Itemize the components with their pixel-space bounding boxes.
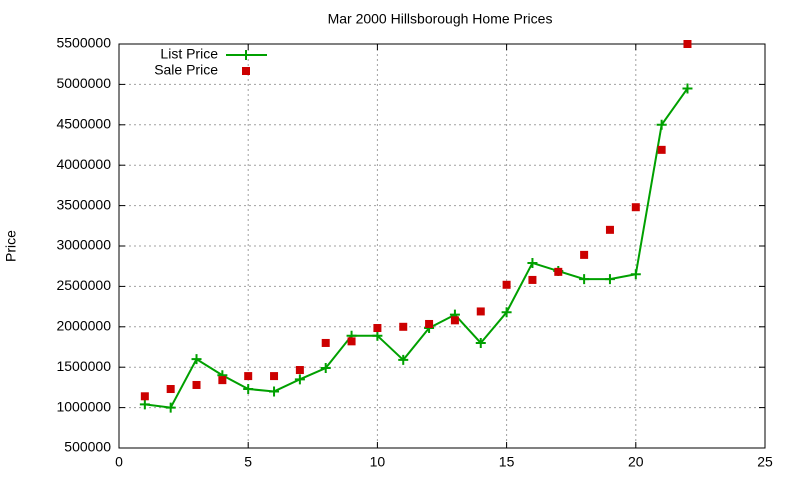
data-point <box>398 354 409 365</box>
chart-title: Mar 2000 Hillsborough Home Prices <box>328 11 553 27</box>
plot-border <box>118 43 766 449</box>
data-point <box>269 386 280 397</box>
legend-marker <box>242 67 250 75</box>
data-point <box>683 40 692 48</box>
y-tick-label: 5500000 <box>56 35 111 51</box>
x-tick-label: 25 <box>757 454 773 470</box>
data-point <box>605 225 614 234</box>
data-point <box>656 119 667 130</box>
data-point <box>243 384 254 395</box>
data-point <box>501 307 512 318</box>
data-point <box>579 274 590 285</box>
data-point <box>425 319 434 328</box>
data-point <box>347 337 356 346</box>
data-point <box>527 257 538 268</box>
legend-label: Sale Price <box>154 62 218 78</box>
y-tick-label: 3500000 <box>56 196 111 212</box>
data-point <box>657 145 666 154</box>
x-tick-label: 5 <box>244 454 252 470</box>
x-tick-label: 15 <box>499 454 515 470</box>
y-axis-label: Price <box>3 230 19 262</box>
y-tick-label: 2500000 <box>56 277 111 293</box>
data-point <box>502 280 511 289</box>
data-point <box>554 267 563 276</box>
x-tick-label: 10 <box>370 454 386 470</box>
y-tick-label: 1500000 <box>56 358 111 374</box>
data-point <box>320 363 331 374</box>
data-point <box>166 385 175 394</box>
data-point <box>476 307 485 316</box>
x-tick-label: 0 <box>115 454 123 470</box>
data-point <box>682 83 693 94</box>
data-point <box>192 380 201 389</box>
data-point <box>630 269 641 280</box>
data-point <box>165 402 176 413</box>
data-point <box>270 372 279 381</box>
y-tick-label: 4000000 <box>56 156 111 172</box>
data-point <box>218 376 227 385</box>
y-tick-label: 3000000 <box>56 237 111 253</box>
data-point <box>528 275 537 284</box>
data-point <box>372 330 383 341</box>
data-point <box>580 250 589 259</box>
y-tick-label: 4500000 <box>56 116 111 132</box>
data-point <box>294 374 305 385</box>
data-point <box>373 324 382 333</box>
data-point <box>321 338 330 347</box>
data-point <box>295 366 304 375</box>
y-tick-label: 2000000 <box>56 318 111 334</box>
y-tick-label: 1000000 <box>56 398 111 414</box>
x-tick-label: 20 <box>628 454 644 470</box>
legend-marker <box>241 50 251 60</box>
data-point <box>631 203 640 212</box>
data-point <box>191 354 202 365</box>
data-point <box>244 372 253 381</box>
legend-label: List Price <box>160 46 218 62</box>
data-point <box>604 274 615 285</box>
series-line <box>144 87 689 409</box>
data-point <box>140 392 149 401</box>
data-point <box>399 322 408 331</box>
data-point <box>139 399 150 410</box>
y-tick-label: 5000000 <box>56 75 111 91</box>
y-tick-label: 500000 <box>64 439 111 455</box>
data-point <box>450 316 459 325</box>
data-point <box>475 337 486 348</box>
